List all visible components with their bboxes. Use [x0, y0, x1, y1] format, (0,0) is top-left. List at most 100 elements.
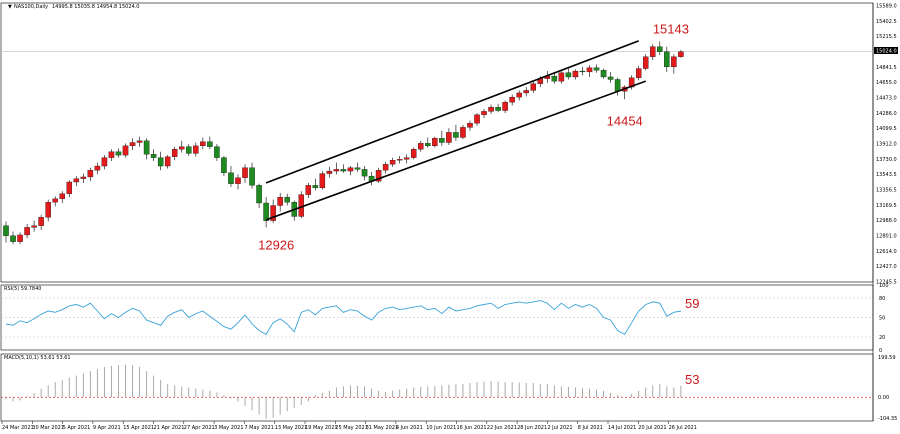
candle[interactable]: [31, 220, 37, 232]
rsi-line[interactable]: [5, 300, 681, 336]
candle[interactable]: [453, 124, 459, 141]
candle[interactable]: [642, 54, 649, 71]
candle[interactable]: [178, 140, 185, 153]
candle[interactable]: [157, 151, 164, 171]
candle[interactable]: [171, 146, 178, 161]
candle[interactable]: [481, 108, 487, 119]
candle[interactable]: [136, 136, 143, 147]
candle[interactable]: [73, 176, 80, 187]
candle[interactable]: [150, 149, 157, 161]
candle[interactable]: [516, 90, 522, 101]
candle[interactable]: [305, 182, 312, 198]
candle[interactable]: [298, 191, 305, 219]
candle[interactable]: [347, 166, 354, 176]
candle[interactable]: [396, 155, 403, 164]
candle[interactable]: [10, 231, 16, 245]
candle[interactable]: [474, 113, 480, 126]
candle[interactable]: [593, 64, 600, 73]
candle[interactable]: [326, 166, 333, 178]
candle[interactable]: [495, 103, 501, 113]
candle[interactable]: [214, 144, 220, 161]
candle[interactable]: [361, 166, 368, 181]
candle[interactable]: [530, 81, 537, 93]
channel-upper-line[interactable]: [265, 40, 639, 184]
candle[interactable]: [509, 94, 515, 106]
candle[interactable]: [446, 128, 452, 146]
candle[interactable]: [200, 137, 206, 150]
candle[interactable]: [558, 71, 565, 84]
candle[interactable]: [382, 161, 389, 174]
candle[interactable]: [270, 199, 276, 224]
candle[interactable]: [164, 155, 171, 169]
candle[interactable]: [52, 196, 58, 207]
channel-lower-line[interactable]: [265, 80, 647, 221]
candle[interactable]: [418, 140, 424, 152]
candle[interactable]: [312, 178, 319, 191]
candle[interactable]: [235, 174, 241, 190]
candle[interactable]: [59, 191, 65, 204]
candle[interactable]: [80, 173, 87, 183]
candle[interactable]: [143, 138, 150, 160]
candle[interactable]: [207, 136, 213, 150]
candle[interactable]: [607, 71, 614, 83]
candle[interactable]: [3, 221, 9, 243]
candle[interactable]: [600, 68, 607, 79]
candle[interactable]: [263, 197, 269, 228]
candle[interactable]: [193, 142, 199, 157]
candle[interactable]: [671, 54, 677, 74]
price-pane[interactable]: 12926 15143 14454: [3, 21, 689, 253]
candle-body: [17, 234, 23, 242]
candle[interactable]: [228, 166, 234, 188]
candle[interactable]: [17, 232, 23, 245]
candle[interactable]: [221, 155, 227, 177]
candle[interactable]: [101, 155, 108, 170]
candle[interactable]: [439, 130, 445, 146]
candle[interactable]: [460, 124, 466, 140]
candle[interactable]: [354, 162, 361, 172]
candle[interactable]: [579, 66, 586, 76]
candle[interactable]: [586, 65, 593, 77]
candle[interactable]: [24, 224, 30, 239]
candle[interactable]: [340, 164, 347, 173]
candle[interactable]: [650, 44, 656, 61]
candle[interactable]: [284, 193, 290, 206]
candle[interactable]: [502, 100, 508, 114]
candle[interactable]: [242, 164, 248, 183]
candle[interactable]: [115, 148, 122, 158]
candle[interactable]: [389, 157, 396, 167]
candle[interactable]: [66, 180, 73, 198]
candle[interactable]: [410, 147, 417, 160]
candle[interactable]: [635, 66, 642, 81]
candle[interactable]: [523, 87, 529, 97]
candle[interactable]: [249, 162, 255, 189]
candle[interactable]: [657, 41, 663, 56]
candle[interactable]: [108, 149, 115, 161]
candle[interactable]: [186, 144, 192, 156]
candle[interactable]: [375, 167, 382, 183]
candle[interactable]: [664, 46, 670, 72]
candle[interactable]: [467, 120, 473, 131]
candle[interactable]: [38, 214, 44, 230]
candle[interactable]: [425, 137, 431, 148]
candle[interactable]: [45, 199, 51, 222]
candle[interactable]: [488, 104, 494, 114]
candle[interactable]: [678, 50, 684, 58]
candle[interactable]: [319, 171, 326, 190]
candle[interactable]: [565, 67, 572, 80]
candle[interactable]: [122, 143, 129, 158]
rsi-pane[interactable]: 59: [5, 296, 699, 336]
macd-pane[interactable]: 53: [5, 364, 699, 419]
candle[interactable]: [256, 183, 262, 209]
candle[interactable]: [403, 154, 410, 164]
candle[interactable]: [277, 192, 283, 212]
candle[interactable]: [551, 71, 558, 84]
candle-body: [178, 146, 185, 150]
candle[interactable]: [87, 167, 94, 182]
candle[interactable]: [129, 138, 136, 151]
candle-body: [565, 72, 572, 78]
candle[interactable]: [432, 136, 438, 148]
candle[interactable]: [94, 162, 101, 175]
candle[interactable]: [333, 162, 340, 175]
candle[interactable]: [572, 69, 579, 80]
